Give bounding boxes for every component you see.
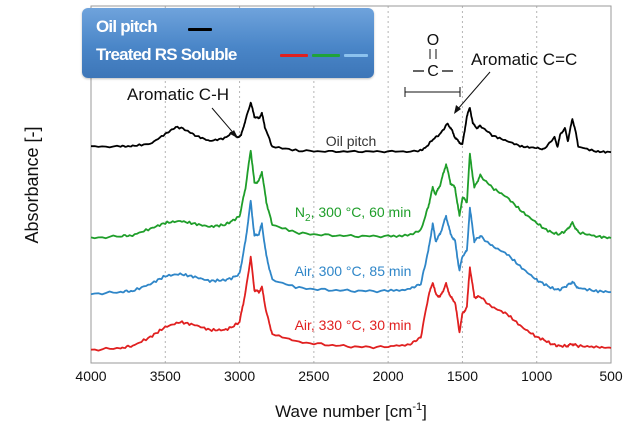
arrowhead-aromatic-cc (454, 105, 461, 114)
carbonyl-c: C (427, 63, 439, 80)
annotation-aromatic-cc: Aromatic C=C (471, 50, 577, 69)
annotation-aromatic-ch: Aromatic C-H (127, 85, 229, 104)
x-axis-label: Wave number [cm-1] (275, 401, 427, 421)
x-tick-1000: 1000 (521, 368, 552, 384)
series-label-oil-pitch: Oil pitch (326, 133, 377, 149)
y-axis-label: Absorbance [-] (22, 126, 42, 243)
legend-swatch-black (188, 28, 212, 31)
x-tick-3500: 3500 (150, 368, 181, 384)
x-tick-2000: 2000 (373, 368, 404, 384)
legend-swatch-green (312, 54, 340, 57)
series-label-air-300: Air, 300 °C, 85 min (295, 263, 412, 279)
series-line-2 (90, 199, 612, 296)
series-line-3 (90, 255, 612, 352)
x-tick-labels: 4000 3500 3000 2500 2000 1500 1000 500 (75, 368, 622, 384)
x-tick-4000: 4000 (75, 368, 106, 384)
series-label-n2: N2, 300 °C, 60 min (295, 204, 411, 224)
x-tick-2500: 2500 (298, 368, 329, 384)
x-tick-1500: 1500 (447, 368, 478, 384)
series-line-1 (90, 149, 612, 240)
arrow-aromatic-cc (456, 71, 491, 111)
legend-swatch-blue (344, 54, 368, 57)
series-line-0 (90, 101, 612, 154)
x-tick-3000: 3000 (224, 368, 255, 384)
series-group (90, 101, 612, 352)
x-tick-500: 500 (599, 368, 623, 384)
plot-frame (90, 5, 612, 364)
legend: Oil pitch Treated RS Soluble (82, 8, 374, 78)
legend-swatch-red (280, 54, 308, 57)
arrowhead-aromatic-ch (230, 130, 238, 138)
series-label-air-330: Air, 330 °C, 30 min (295, 317, 412, 333)
arrow-aromatic-ch (211, 107, 237, 137)
legend-label-oil-pitch: Oil pitch (96, 17, 158, 36)
legend-label-treated: Treated RS Soluble (96, 45, 237, 64)
carbonyl-o: O (427, 32, 439, 49)
